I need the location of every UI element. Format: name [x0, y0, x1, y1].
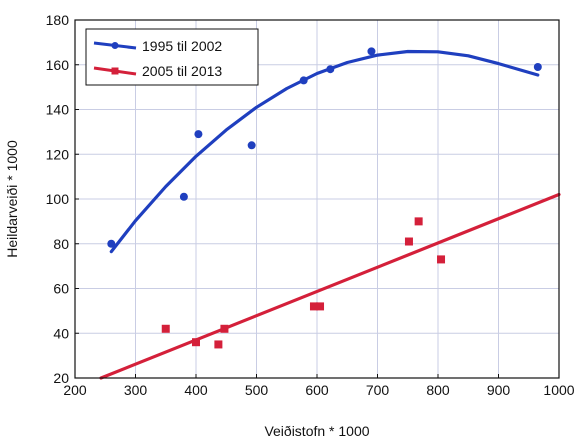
x-tick-label: 300 [124, 382, 148, 398]
fit-line-series-1 [109, 49, 540, 254]
y-tick-label: 180 [46, 12, 70, 28]
data-point-series-1 [179, 192, 188, 201]
y-tick-label: 120 [46, 146, 70, 162]
legend: 1995 til 2002 2005 til 2013 [85, 28, 259, 86]
x-tick-label: 1000 [543, 382, 574, 398]
data-point-series-2 [161, 324, 170, 333]
data-point-series-1 [107, 239, 116, 248]
data-point-series-2 [437, 255, 446, 264]
data-point-series-2 [404, 237, 413, 246]
data-point-series-1 [533, 62, 542, 71]
y-tick-label: 160 [46, 57, 70, 73]
data-point-series-1 [194, 130, 203, 139]
y-tick-label: 140 [46, 102, 70, 118]
y-tick-label: 40 [53, 325, 69, 341]
x-tick-label: 800 [426, 382, 450, 398]
data-point-series-2 [214, 340, 223, 349]
x-tick-label: 900 [487, 382, 511, 398]
x-tick-label: 600 [305, 382, 329, 398]
y-tick-label: 20 [53, 370, 69, 386]
data-point-series-2 [220, 324, 229, 333]
y-tick-label: 60 [53, 281, 69, 297]
x-tick-label: 400 [184, 382, 208, 398]
legend-marker-series-2 [111, 67, 119, 75]
y-tick-label: 100 [46, 191, 70, 207]
data-points [107, 47, 542, 349]
axis-ticks: 200 300 400 500 600 700 800 900 1000 20 40 60 80 100 1… [46, 12, 575, 398]
legend-box [85, 28, 259, 86]
data-point-series-2 [192, 338, 200, 347]
y-tick-label: 80 [53, 236, 69, 252]
x-tick-label: 500 [245, 382, 269, 398]
data-point-series-1 [299, 76, 308, 85]
x-tick-label: 200 [63, 382, 87, 398]
fit-lines [99, 49, 561, 380]
x-tick-label: 700 [366, 382, 390, 398]
y-axis-label: Heildarveiði * 1000 [4, 140, 20, 258]
data-point-series-2 [414, 217, 423, 226]
fit-line-series-2 [99, 192, 561, 380]
legend-label-series-2: 2005 til 2013 [142, 63, 222, 79]
data-point-series-1 [247, 141, 256, 150]
data-point-series-2 [309, 302, 318, 311]
legend-marker-series-1 [111, 42, 119, 49]
x-axis-label: Veiðistofn * 1000 [264, 423, 369, 439]
data-point-series-1 [326, 65, 335, 74]
data-point-series-2 [316, 302, 325, 311]
data-point-series-1 [367, 47, 376, 56]
legend-label-series-1: 1995 til 2002 [142, 38, 222, 54]
